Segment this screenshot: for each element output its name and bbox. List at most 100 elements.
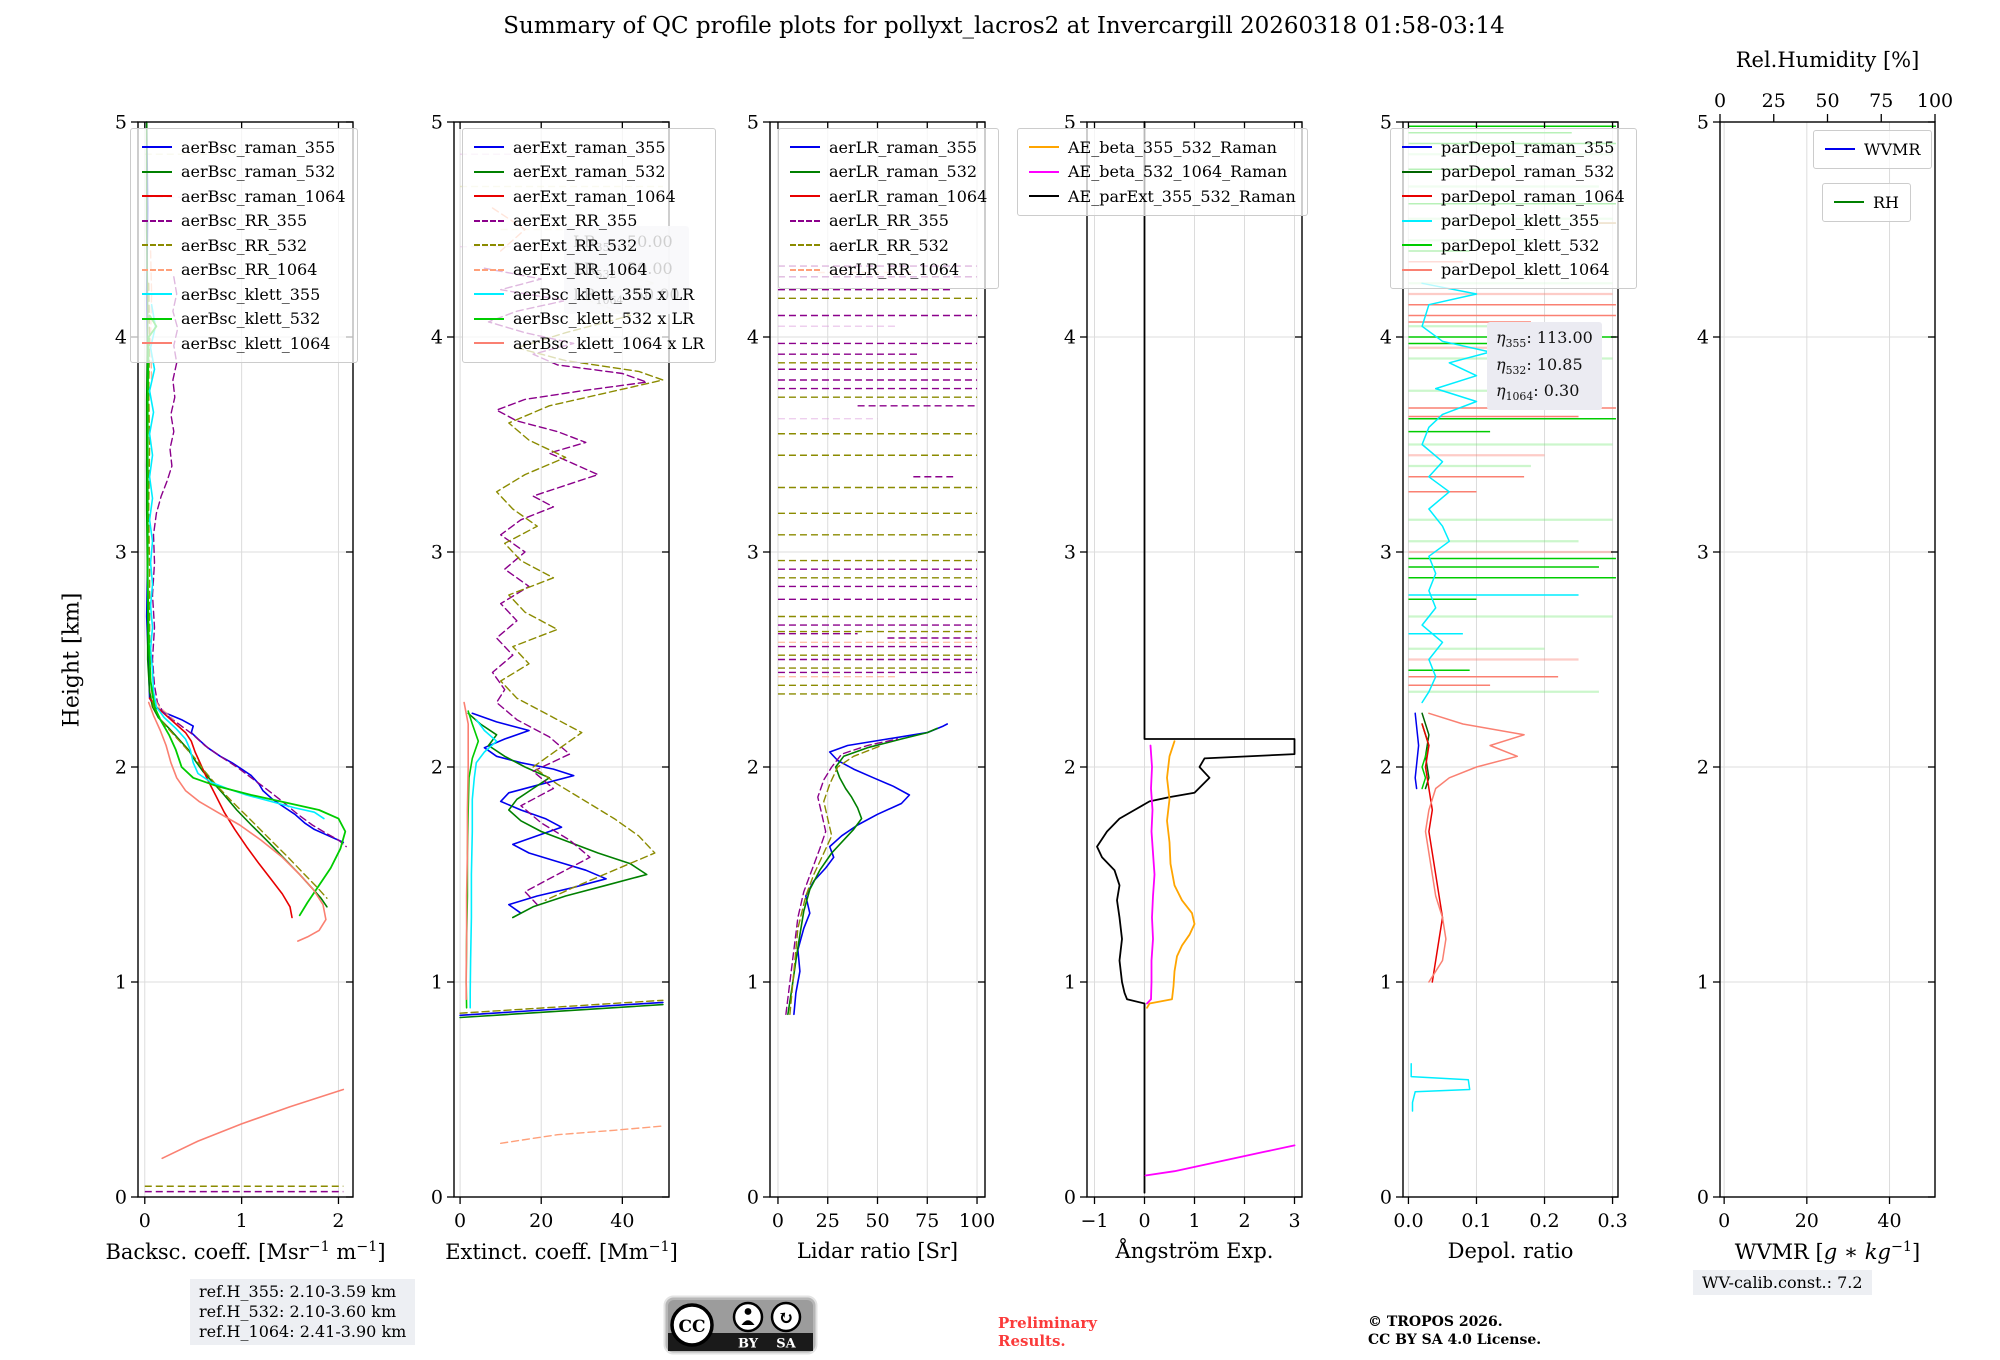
- top-xtick-label: 50: [1815, 90, 1839, 112]
- series-aerLR_RR_355: [785, 738, 899, 1015]
- xtick-label: 40: [610, 1210, 634, 1232]
- xtick-label: 100: [959, 1210, 995, 1232]
- series-aerBsc_RR_355: [151, 276, 347, 848]
- xtick-label: 2: [332, 1210, 344, 1232]
- xtick-label: 0: [1718, 1210, 1730, 1232]
- top-xtick-label: 100: [1917, 90, 1953, 112]
- ytick-label: 2: [431, 757, 443, 779]
- series-aerLR_RR_532: [789, 744, 883, 1015]
- series-aerBsc_raman_1064: [148, 697, 293, 919]
- series-aerLR_raman_532: [787, 727, 938, 1016]
- panel-backscatter: 0 1 2 0 1 2 3 4 5: [115, 112, 354, 1232]
- series-aerExt_raman_355: [459, 1001, 664, 1017]
- ytick-label: 3: [1380, 542, 1392, 564]
- ytick-label: 4: [1380, 327, 1392, 349]
- xtick-label: −1: [1080, 1210, 1108, 1232]
- series-AE_beta_532_1064_Raman: [1146, 744, 1156, 1005]
- xtick-label: 2: [1238, 1210, 1250, 1232]
- ytick-label: 2: [1380, 757, 1392, 779]
- xtick-label: 25: [816, 1210, 840, 1232]
- ytick-label: 3: [1064, 542, 1076, 564]
- ytick-label: 2: [1064, 757, 1076, 779]
- ytick-label: 2: [747, 757, 759, 779]
- series-aerExt_RR_1064: [491, 207, 526, 252]
- ytick-label: 3: [115, 542, 127, 564]
- ytick-label: 5: [431, 112, 443, 134]
- xtick-label: 1: [236, 1210, 248, 1232]
- ytick-label: 5: [747, 112, 759, 134]
- xtick-label: 0: [1138, 1210, 1150, 1232]
- panel-extinction: 0 20 40 0 1 2 3 4 5: [431, 112, 670, 1232]
- ytick-label: 4: [1697, 327, 1709, 349]
- ytick-label: 1: [431, 972, 443, 994]
- series-aerExt_RR_532: [495, 271, 664, 901]
- ytick-label: 5: [1380, 112, 1392, 134]
- panel-lidar-ratio: 0 25 50 75 100 0 1 2 3 4 5: [747, 112, 995, 1233]
- xtick-label: 0: [454, 1210, 466, 1232]
- ytick-label: 4: [1064, 327, 1076, 349]
- xtick-label: 0.3: [1597, 1210, 1627, 1232]
- ytick-label: 0: [115, 1187, 127, 1209]
- xtick-label: 1: [1188, 1210, 1200, 1232]
- ytick-label: 3: [747, 542, 759, 564]
- series-aerExt_raman_355: [471, 712, 607, 914]
- ytick-label: 4: [431, 327, 443, 349]
- series-AE_beta_355_532_Raman: [1146, 740, 1196, 1009]
- ytick-label: 2: [1697, 757, 1709, 779]
- series-parDepol_raman_355: [1414, 712, 1420, 790]
- xtick-label: 50: [865, 1210, 889, 1232]
- series-aerExt_raman_532: [459, 1003, 664, 1019]
- xtick-label: 0.2: [1529, 1210, 1559, 1232]
- top-xtick-label: 0: [1714, 90, 1726, 112]
- series-parDepol_klett_355: [1410, 1062, 1471, 1112]
- series-aerBsc_klett_355: [148, 303, 325, 820]
- ytick-label: 5: [1697, 112, 1709, 134]
- series-AE_beta_532_1064_Raman: [1144, 1144, 1296, 1177]
- series-aerExt_RR_532: [459, 999, 664, 1014]
- series-aerLR_raman_355: [793, 723, 948, 1016]
- ytick-label: 1: [1064, 972, 1076, 994]
- xtick-label: 20: [529, 1210, 553, 1232]
- series-aerBsc_klett_355 x LR: [469, 718, 498, 1009]
- ytick-label: 0: [1064, 1187, 1076, 1209]
- series-aerExt_raman_532: [467, 712, 648, 919]
- series-parDepol_klett_355: [1421, 282, 1491, 704]
- ytick-label: 3: [431, 542, 443, 564]
- ytick-label: 1: [747, 972, 759, 994]
- series-AE_parExt_355_532_Raman: [1096, 121, 1296, 1194]
- xtick-label: 3: [1288, 1210, 1300, 1232]
- ytick-label: 3: [1697, 542, 1709, 564]
- series-aerBsc_RR_1064: [149, 250, 153, 381]
- ytick-label: 4: [115, 327, 127, 349]
- top-xtick-label: 25: [1762, 90, 1786, 112]
- ytick-label: 1: [1380, 972, 1392, 994]
- series-aerBsc_klett_1064 x LR: [463, 701, 469, 1000]
- xtick-label: 0: [772, 1210, 784, 1232]
- series-aerBsc_klett_1064: [147, 701, 327, 942]
- xtick-label: 75: [915, 1210, 939, 1232]
- ytick-label: 1: [115, 972, 127, 994]
- series-aerBsc_klett_532: [146, 314, 347, 917]
- xtick-label: 20: [1795, 1210, 1819, 1232]
- xtick-label: 40: [1877, 1210, 1901, 1232]
- ytick-label: 2: [115, 757, 127, 779]
- ytick-label: 5: [1064, 112, 1076, 134]
- xtick-label: 0.0: [1393, 1210, 1423, 1232]
- series-parDepol_klett_1064: [1424, 712, 1525, 983]
- ytick-label: 0: [431, 1187, 443, 1209]
- series-aerBsc_klett_1064: [161, 1088, 345, 1160]
- ytick-label: 0: [1697, 1187, 1709, 1209]
- ytick-label: 0: [747, 1187, 759, 1209]
- series-aerExt_RR_1064: [500, 1125, 664, 1144]
- series-aerBsc_raman_532: [145, 121, 328, 908]
- ytick-label: 1: [1697, 972, 1709, 994]
- panel-depol: 0.0 0.1 0.2 0.3 0 1 2 3 4 5: [1380, 112, 1628, 1233]
- top-xtick-label: 75: [1869, 90, 1893, 112]
- series-parDepol_raman_1064: [1421, 723, 1444, 983]
- ytick-label: 5: [115, 112, 127, 134]
- series-aerBsc_raman_355: [145, 121, 345, 844]
